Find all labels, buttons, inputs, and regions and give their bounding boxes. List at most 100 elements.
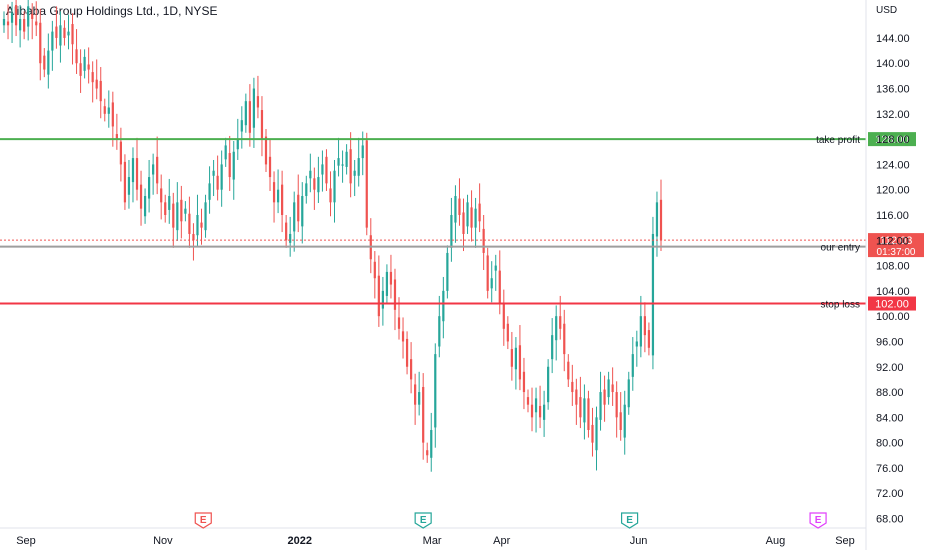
candle-body xyxy=(619,412,622,430)
level-price-label: 128.00 xyxy=(875,134,909,146)
y-tick-label: 104.00 xyxy=(876,286,910,298)
candle-body xyxy=(438,316,441,347)
y-tick-label: 88.00 xyxy=(876,387,904,399)
candle-body xyxy=(639,316,642,347)
candle-body xyxy=(349,149,352,184)
last-price-tag xyxy=(868,233,924,258)
candle-body xyxy=(204,202,207,231)
candle-body xyxy=(611,384,614,393)
candle-body xyxy=(615,392,618,418)
candle-body xyxy=(200,222,203,228)
y-tick-label: 124.00 xyxy=(876,159,910,171)
candle-body xyxy=(272,182,276,203)
candle-body xyxy=(418,392,421,405)
candle-body xyxy=(397,317,401,329)
y-tick-label: 84.00 xyxy=(876,412,904,424)
candle-body xyxy=(127,177,131,195)
candle-body xyxy=(466,202,469,227)
candle-body xyxy=(289,233,292,243)
level-price-tag xyxy=(868,296,916,311)
earnings-marker-label: E xyxy=(626,515,633,526)
candle-body xyxy=(87,64,90,70)
candle-body xyxy=(164,202,167,215)
candle-body xyxy=(309,170,312,179)
candle-body xyxy=(59,25,62,46)
candle-body xyxy=(345,151,348,167)
candle-body xyxy=(486,255,489,291)
candle-body xyxy=(502,303,505,329)
y-tick-label: 92.00 xyxy=(876,362,904,374)
y-tick-label: 100.00 xyxy=(876,311,910,323)
candle-body xyxy=(325,156,328,184)
candle-body xyxy=(514,347,518,370)
candle-body xyxy=(571,381,574,393)
y-tick-label: 132.00 xyxy=(876,109,910,121)
candle-body xyxy=(143,196,147,217)
candle-body xyxy=(160,188,163,203)
candle-body xyxy=(329,188,332,203)
candle-body xyxy=(67,31,70,36)
candle-body xyxy=(95,79,98,89)
candle-body xyxy=(35,21,38,26)
candle-body xyxy=(192,233,195,241)
candle-body xyxy=(224,145,227,160)
earnings-marker-shape xyxy=(414,512,432,529)
candle-body xyxy=(567,361,570,380)
candle-body xyxy=(244,101,247,126)
candle-body xyxy=(337,158,340,166)
candle-body xyxy=(139,184,143,209)
candle-body xyxy=(285,222,288,241)
candle-body xyxy=(240,120,243,132)
candle-body xyxy=(426,450,429,456)
candle-body xyxy=(321,164,324,175)
candle-body xyxy=(522,371,526,393)
candle-body xyxy=(184,208,187,214)
earnings-marker: E xyxy=(809,512,827,529)
candle-body xyxy=(281,184,284,215)
candle-body xyxy=(135,158,139,190)
candle-body xyxy=(643,316,646,336)
candle-body xyxy=(482,228,485,253)
x-tick-label: Jun xyxy=(630,535,648,547)
candle-body xyxy=(47,50,50,75)
earnings-marker-shape xyxy=(809,512,827,529)
x-tick-label: Nov xyxy=(153,535,173,547)
candle-body xyxy=(635,341,638,347)
candle-body xyxy=(297,194,300,222)
candle-body xyxy=(401,331,405,342)
candle-body xyxy=(220,164,223,190)
candle-body xyxy=(385,271,389,296)
candle-body xyxy=(498,270,501,304)
candle-body xyxy=(208,183,211,200)
plot-area xyxy=(2,0,663,472)
candle-body xyxy=(123,161,127,203)
y-tick-label: 76.00 xyxy=(876,463,904,475)
candle-body xyxy=(264,136,268,165)
candle-body xyxy=(607,379,610,398)
candle-body xyxy=(107,107,110,114)
candle-body xyxy=(168,196,171,210)
candle-body xyxy=(293,202,296,232)
y-tick-label: 128.00 xyxy=(876,134,910,146)
candle-body xyxy=(188,213,191,234)
candle-body xyxy=(434,354,437,428)
candle-body xyxy=(414,384,417,405)
candle-body xyxy=(256,96,260,108)
candle-body xyxy=(373,261,376,279)
candle-body xyxy=(490,278,493,289)
candle-body xyxy=(647,330,651,348)
y-tick-label: 96.00 xyxy=(876,336,904,348)
level-name: stop loss xyxy=(821,300,860,311)
candle-body xyxy=(63,27,66,38)
candle-body xyxy=(422,386,425,443)
earnings-marker-label: E xyxy=(815,515,822,526)
level-name: take profit xyxy=(816,135,860,146)
level-price-label: 102.00 xyxy=(875,299,909,311)
candle-body xyxy=(361,145,364,159)
candle-body xyxy=(268,156,272,178)
earnings-marker: E xyxy=(620,512,639,529)
candle-body xyxy=(530,404,534,418)
earnings-marker: E xyxy=(194,512,212,529)
candle-body xyxy=(357,158,360,176)
